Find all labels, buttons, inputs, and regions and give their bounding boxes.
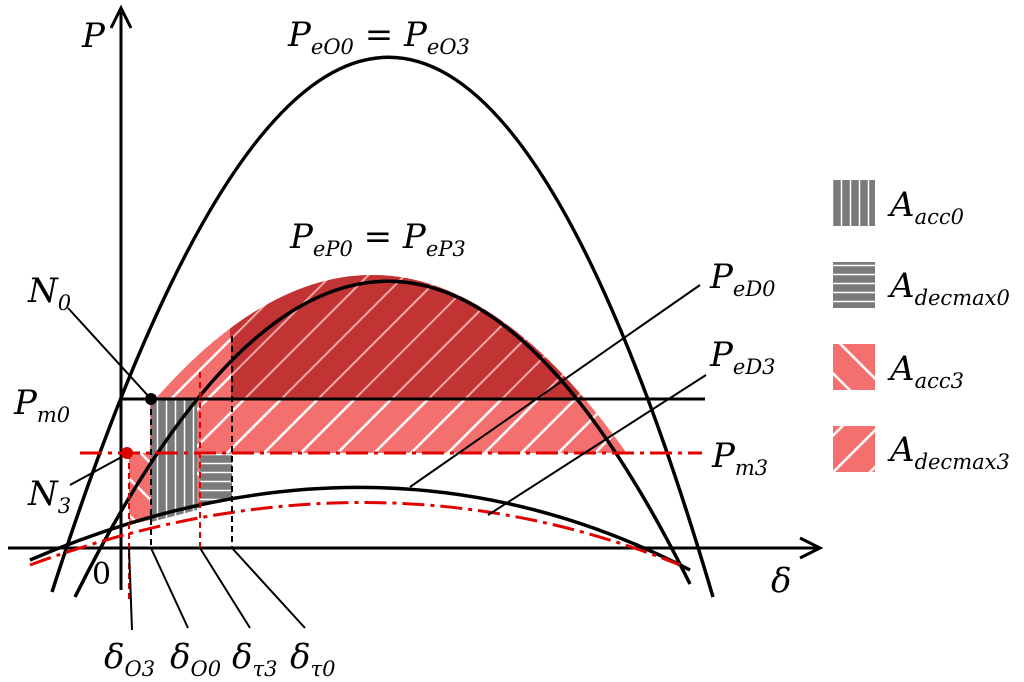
legend-label-acc0: Aacc0 bbox=[887, 185, 964, 229]
point-n0 bbox=[145, 393, 157, 405]
y-axis-label: P bbox=[81, 16, 106, 56]
legend-swatch-acc0 bbox=[833, 180, 875, 226]
label-pe-d0: PeD0 bbox=[709, 257, 776, 301]
x-axis-arrow bbox=[799, 536, 824, 560]
label-pe-o: PeO0 = PeO3 bbox=[287, 15, 470, 59]
y-axis-arrow bbox=[109, 4, 133, 29]
label-n0: N0 bbox=[27, 271, 71, 315]
origin-label: 0 bbox=[92, 557, 111, 592]
curve-pe-d3 bbox=[29, 501, 681, 567]
legend-label-decmax0: Adecmax0 bbox=[887, 266, 1010, 310]
label-pe-d3: PeD3 bbox=[709, 335, 776, 379]
legend-label-decmax3: Adecmax3 bbox=[887, 430, 1010, 474]
legend-swatch-decmax0 bbox=[833, 262, 875, 308]
area-acc0 bbox=[151, 399, 197, 522]
label-delta-t0: δτ0 bbox=[290, 637, 335, 681]
label-delta-o3: δO3 bbox=[104, 637, 155, 681]
area-decmax3-left bbox=[197, 340, 231, 453]
label-pm3: Pm3 bbox=[711, 436, 768, 480]
legend-swatch-decmax3 bbox=[833, 426, 875, 472]
leader-lines bbox=[67, 284, 707, 631]
label-pm0: Pm0 bbox=[13, 383, 70, 427]
point-n3 bbox=[121, 447, 133, 459]
label-pe-p: PeP0 = PeP3 bbox=[289, 217, 466, 261]
legend: Aacc0 Adecmax0 Aacc3 Adecmax3 bbox=[833, 180, 1010, 474]
label-delta-t3: δτ3 bbox=[232, 637, 277, 681]
legend-label-acc3: Aacc3 bbox=[887, 349, 964, 393]
label-n3: N3 bbox=[27, 474, 71, 518]
curve-pe-p bbox=[73, 279, 692, 598]
area-decmax0-gray bbox=[200, 453, 232, 505]
legend-swatch-acc3 bbox=[833, 344, 875, 390]
x-axis-label: δ bbox=[771, 561, 791, 601]
curve-pe-o bbox=[50, 55, 715, 598]
label-delta-o0: δO0 bbox=[170, 637, 221, 681]
